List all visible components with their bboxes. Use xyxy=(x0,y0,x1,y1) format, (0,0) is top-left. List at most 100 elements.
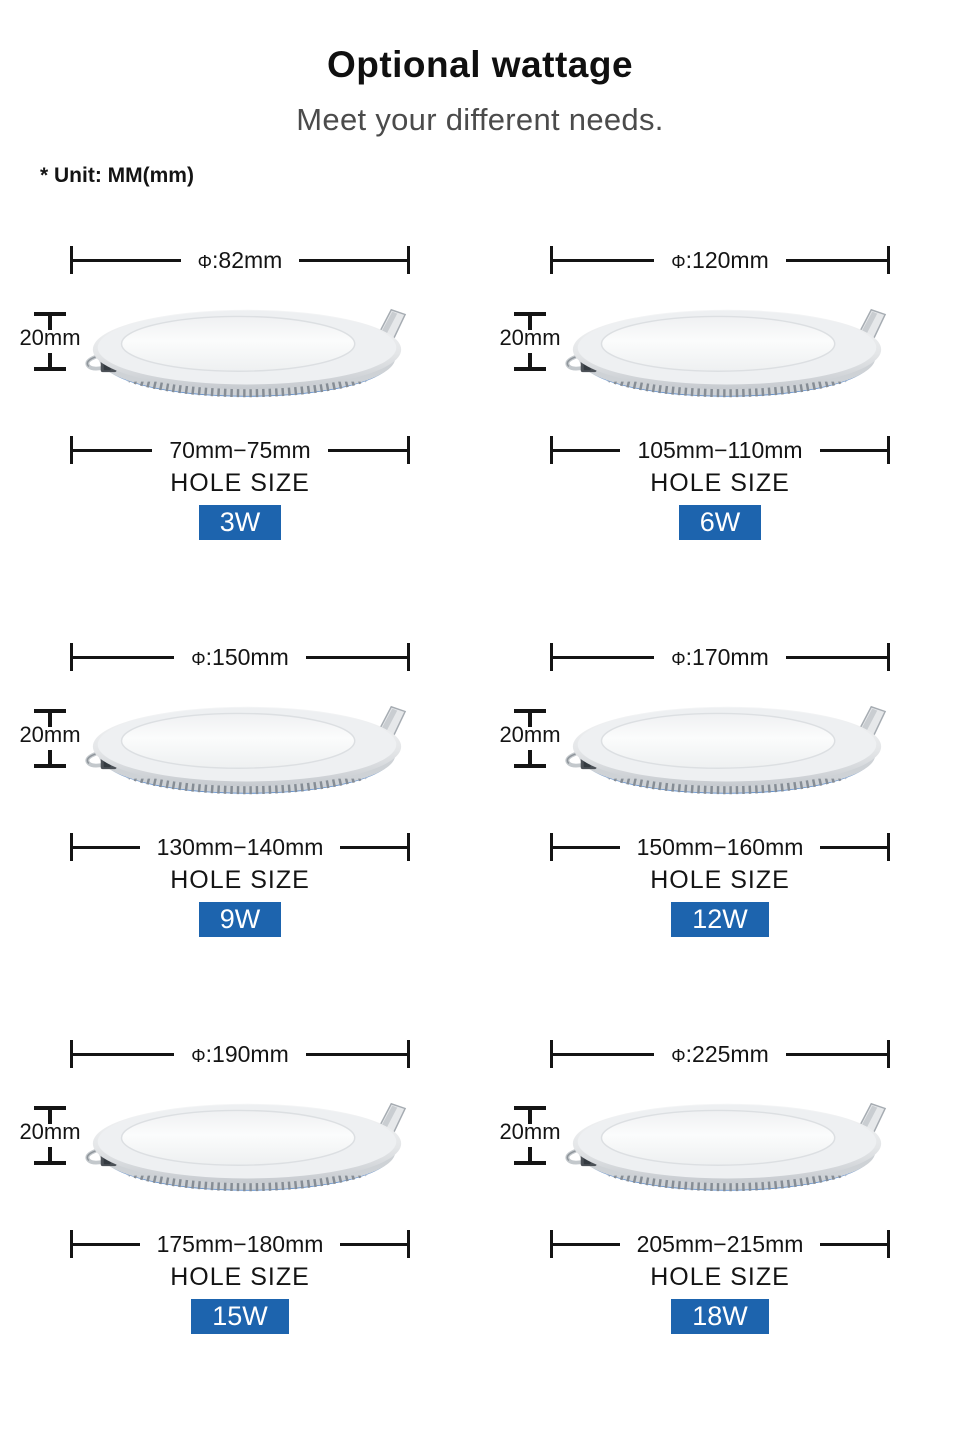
dimension-line-segment xyxy=(785,1052,887,1056)
dimension-line-segment xyxy=(553,1052,655,1056)
dimension-tick-right xyxy=(887,643,890,671)
depth-tick-top xyxy=(514,312,546,330)
dimension-line-segment xyxy=(73,655,175,659)
dimension-line-segment xyxy=(553,258,655,262)
dimension-tick-right xyxy=(407,1040,410,1068)
depth-dimension: 20mm xyxy=(8,312,92,371)
dimension-tick-right xyxy=(887,833,891,861)
dimension-line-segment xyxy=(305,1052,407,1056)
diameter-label: Φ:120mm xyxy=(654,247,785,274)
diameter-dimension-line: Φ:190mm xyxy=(70,1040,410,1068)
dimension-tick-right xyxy=(887,246,890,274)
unit-note: * Unit: MM(mm) xyxy=(40,164,194,187)
product-card-6w: Φ:120mm 105mm−110mm HOLE SIZE 6W 20mm xyxy=(480,246,960,540)
depth-tick-top xyxy=(34,709,66,727)
hole-size-caption: HOLE SIZE xyxy=(170,469,310,497)
dimension-line-segment xyxy=(553,845,620,849)
dimension-tick-left xyxy=(70,643,73,671)
depth-dimension: 20mm xyxy=(8,1106,92,1165)
dimension-line-segment xyxy=(785,258,887,262)
dimension-line-segment xyxy=(820,1242,888,1246)
dimension-tick-left xyxy=(550,246,553,274)
product-card-15w: Φ:190mm 175mm−180mm HOLE SIZE 15W 20mm xyxy=(0,1040,480,1334)
product-grid: Φ:82mm 70mm−75mm HOLE SIZE 3W 20mm xyxy=(0,246,960,1334)
dimension-line-segment xyxy=(73,448,153,452)
page: Optional wattage Meet your different nee… xyxy=(0,44,960,1334)
depth-dimension: 20mm xyxy=(8,709,92,768)
diameter-dimension-line: Φ:225mm xyxy=(550,1040,890,1068)
hole-range-label: 150mm−160mm xyxy=(636,833,804,860)
diameter-label: Φ:82mm xyxy=(181,247,300,274)
dimension-tick-right xyxy=(407,246,411,274)
hole-range-label: 105mm−110mm xyxy=(637,436,803,463)
dimension-line-segment xyxy=(819,448,887,452)
dimension-tick-right xyxy=(887,436,890,464)
product-card-3w: Φ:82mm 70mm−75mm HOLE SIZE 3W 20mm xyxy=(0,246,480,540)
led-panel-photo xyxy=(79,703,415,807)
dimension-tick-left xyxy=(70,1230,73,1258)
diameter-value: :120mm xyxy=(685,246,769,273)
phi-symbol: Φ xyxy=(197,251,213,272)
diameter-dimension-line: Φ:150mm xyxy=(70,643,410,671)
led-panel-photo xyxy=(559,703,895,807)
dimension-tick-left xyxy=(70,436,73,464)
phi-symbol: Φ xyxy=(191,1045,206,1066)
dimension-tick-left xyxy=(550,1230,553,1258)
diameter-value: :150mm xyxy=(205,643,289,670)
diameter-label: Φ:170mm xyxy=(654,644,785,671)
page-subtitle: Meet your different needs. xyxy=(296,102,664,137)
dimension-line-segment xyxy=(73,258,181,262)
led-panel-photo xyxy=(559,1100,895,1204)
dimension-line-segment xyxy=(340,1242,408,1246)
dimension-tick-left xyxy=(550,1040,553,1068)
wattage-badge: 12W xyxy=(671,902,769,937)
hole-range-label: 130mm−140mm xyxy=(156,833,324,860)
hole-range-label: 205mm−215mm xyxy=(636,1230,804,1257)
dimension-line-segment xyxy=(553,1242,620,1246)
hole-size-caption: HOLE SIZE xyxy=(650,1263,790,1291)
depth-tick-top xyxy=(514,1106,546,1124)
hole-dimension-line: 105mm−110mm xyxy=(550,436,890,464)
dimension-tick-left xyxy=(70,246,73,274)
dimension-tick-left xyxy=(550,643,553,671)
hole-dimension-line: 205mm−215mm xyxy=(550,1230,891,1258)
diameter-value: :225mm xyxy=(685,1040,769,1067)
dimension-line-segment xyxy=(73,1242,140,1246)
diameter-dimension-line: Φ:82mm xyxy=(70,246,411,274)
depth-dimension: 20mm xyxy=(488,312,572,371)
dimension-line-segment xyxy=(305,655,407,659)
phi-symbol: Φ xyxy=(671,251,686,272)
dimension-tick-left xyxy=(70,1040,73,1068)
hole-dimension-line: 70mm−75mm xyxy=(70,436,411,464)
diameter-value: :82mm xyxy=(212,246,283,273)
dimension-tick-right xyxy=(887,1040,890,1068)
dimension-tick-right xyxy=(407,833,411,861)
product-card-9w: Φ:150mm 130mm−140mm HOLE SIZE 9W 20mm xyxy=(0,643,480,937)
depth-dimension: 20mm xyxy=(488,1106,572,1165)
dimension-tick-right xyxy=(887,1230,891,1258)
dimension-line-segment xyxy=(340,845,408,849)
dimension-tick-left xyxy=(70,833,73,861)
dimension-tick-left xyxy=(550,833,553,861)
hole-dimension-line: 130mm−140mm xyxy=(70,833,411,861)
dimension-tick-right xyxy=(407,436,411,464)
diameter-label: Φ:225mm xyxy=(654,1041,785,1068)
depth-tick-bottom xyxy=(514,750,546,768)
wattage-badge: 6W xyxy=(678,505,762,540)
wattage-badge: 3W xyxy=(198,505,282,540)
diameter-value: :170mm xyxy=(685,643,769,670)
dimension-line-segment xyxy=(299,258,408,262)
wattage-badge: 18W xyxy=(671,1299,769,1334)
phi-symbol: Φ xyxy=(191,648,206,669)
diameter-label: Φ:150mm xyxy=(174,644,305,671)
hole-dimension-line: 150mm−160mm xyxy=(550,833,891,861)
hole-size-caption: HOLE SIZE xyxy=(170,866,310,894)
wattage-badge: 9W xyxy=(198,902,282,937)
depth-tick-bottom xyxy=(514,353,546,371)
hole-size-caption: HOLE SIZE xyxy=(170,1263,310,1291)
hole-size-caption: HOLE SIZE xyxy=(650,866,790,894)
depth-tick-top xyxy=(34,312,66,330)
diameter-label: Φ:190mm xyxy=(174,1041,305,1068)
product-card-12w: Φ:170mm 150mm−160mm HOLE SIZE 12W 20mm xyxy=(480,643,960,937)
dimension-line-segment xyxy=(73,845,140,849)
